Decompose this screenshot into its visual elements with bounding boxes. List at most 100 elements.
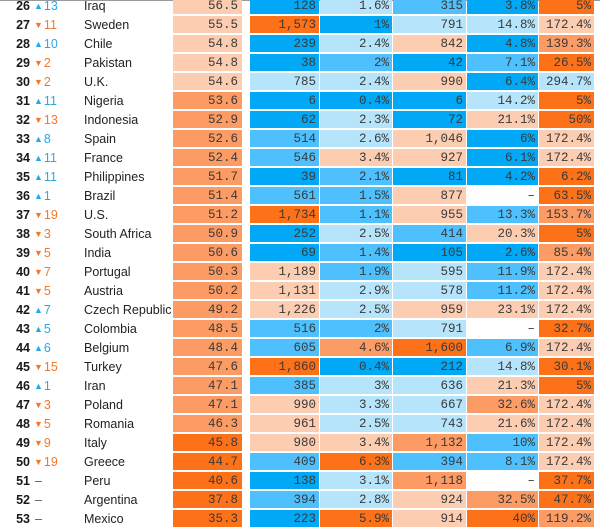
country-cell: Poland	[84, 398, 123, 412]
rank-change-cell: ▼5	[34, 415, 74, 434]
table-row[interactable]: 28 ▲10 Chile 54.8 239 2.4% 842 4.8% 139.…	[0, 35, 600, 54]
metric-3-cell: 842	[393, 35, 466, 53]
table-row[interactable]: 52 – Argentina 37.8 394 2.8% 924 32.5% 4…	[0, 491, 600, 510]
rank-change-cell: ▼13	[34, 111, 74, 130]
table-row[interactable]: 44 ▲6 Belgium 48.4 605 4.6% 1,600 6.9% 1…	[0, 339, 600, 358]
table-row[interactable]: 33 ▲8 Spain 52.6 514 2.6% 1,046 6% 172.4…	[0, 130, 600, 149]
metric-1-cell: 546	[250, 149, 319, 167]
country-cell: Belgium	[84, 341, 130, 355]
table-row[interactable]: 26 ▲13 Iraq 56.5 128 1.6% 315 3.8% 5%	[0, 0, 600, 16]
rank-cell: 38	[16, 227, 30, 241]
metric-3-cell: 743	[393, 415, 466, 433]
table-row[interactable]: 49 ▼9 Italy 45.8 980 3.4% 1,132 10% 172.…	[0, 434, 600, 453]
table-row[interactable]: 39 ▼5 India 50.6 69 1.4% 105 2.6% 85.4%	[0, 244, 600, 263]
metric-4-cell: –	[467, 472, 538, 490]
metric-5-cell: 172.4%	[539, 16, 594, 34]
rank-change-cell: ▲7	[34, 301, 74, 320]
table-row[interactable]: 41 ▼5 Austria 50.2 1,131 2.9% 578 11.2% …	[0, 282, 600, 301]
table-row[interactable]: 48 ▼5 Romania 46.3 961 2.5% 743 21.6% 17…	[0, 415, 600, 434]
metric-2-cell: 2.5%	[320, 415, 392, 433]
metric-5-cell: 172.4%	[539, 130, 594, 148]
table-row[interactable]: 27 ▼11 Sweden 55.5 1,573 1% 791 14.8% 17…	[0, 16, 600, 35]
metric-3-cell: 414	[393, 225, 466, 243]
score-cell: 40.6	[173, 472, 242, 490]
table-row[interactable]: 47 ▼3 Poland 47.1 990 3.3% 667 32.6% 172…	[0, 396, 600, 415]
metric-1-cell: 69	[250, 244, 319, 262]
rank-change-cell: ▲1	[34, 187, 74, 206]
country-cell: Portugal	[84, 265, 131, 279]
table-row[interactable]: 42 ▲7 Czech Republic 49.2 1,226 2.5% 959…	[0, 301, 600, 320]
table-row[interactable]: 43 ▲5 Colombia 48.5 516 2% 791 – 32.7%	[0, 320, 600, 339]
metric-5-cell: 172.4%	[539, 263, 594, 281]
table-row[interactable]: 35 ▲11 Philippines 51.7 39 2.1% 81 4.2% …	[0, 168, 600, 187]
arrow-down-icon: ▼	[34, 286, 43, 296]
rank-change-value: –	[35, 493, 42, 507]
rank-change-cell: ▼2	[34, 73, 74, 92]
arrow-up-icon: ▲	[34, 343, 43, 353]
table-row[interactable]: 40 ▼7 Portugal 50.3 1,189 1.9% 595 11.9%…	[0, 263, 600, 282]
score-cell: 49.2	[173, 301, 242, 319]
metric-2-cell: 5.9%	[320, 510, 392, 528]
metric-2-cell: 1.9%	[320, 263, 392, 281]
metric-3-cell: 315	[393, 0, 466, 15]
table-row[interactable]: 31 ▲11 Nigeria 53.6 6 0.4% 6 14.2% 5%	[0, 92, 600, 111]
rank-change-value: 19	[43, 208, 58, 222]
table-row[interactable]: 46 ▲1 Iran 47.1 385 3% 636 21.3% 5%	[0, 377, 600, 396]
rank-change-cell: ▼19	[34, 206, 74, 225]
table-row[interactable]: 37 ▼19 U.S. 51.2 1,734 1.1% 955 13.3% 15…	[0, 206, 600, 225]
metric-3-cell: 667	[393, 396, 466, 414]
score-cell: 46.3	[173, 415, 242, 433]
rank-change-value: 5	[43, 284, 51, 298]
score-cell: 50.6	[173, 244, 242, 262]
metric-1-cell: 385	[250, 377, 319, 395]
rank-cell: 33	[16, 132, 30, 146]
table-row[interactable]: 34 ▲11 France 52.4 546 3.4% 927 6.1% 172…	[0, 149, 600, 168]
metric-2-cell: 2.3%	[320, 111, 392, 129]
metric-1-cell: 223	[250, 510, 319, 528]
metric-1-cell: 239	[250, 35, 319, 53]
table-row[interactable]: 36 ▲1 Brazil 51.4 561 1.5% 877 – 63.5%	[0, 187, 600, 206]
metric-3-cell: 212	[393, 358, 466, 376]
rank-change-cell: ▼11	[34, 16, 74, 35]
metric-2-cell: 6.3%	[320, 453, 392, 471]
rank-change-value: 3	[43, 227, 51, 241]
metric-4-cell: 6.9%	[467, 339, 538, 357]
rank-cell: 45	[16, 360, 30, 374]
metric-3-cell: 990	[393, 73, 466, 91]
table-row[interactable]: 32 ▼13 Indonesia 52.9 62 2.3% 72 21.1% 5…	[0, 111, 600, 130]
metric-3-cell: 72	[393, 111, 466, 129]
table-row[interactable]: 30 ▼2 U.K. 54.6 785 2.4% 990 6.4% 294.7%	[0, 73, 600, 92]
rank-change-value: 7	[43, 303, 51, 317]
country-cell: Czech Republic	[84, 303, 172, 317]
country-cell: Spain	[84, 132, 116, 146]
table-row[interactable]: 50 ▼19 Greece 44.7 409 6.3% 394 8.1% 172…	[0, 453, 600, 472]
arrow-down-icon: ▼	[34, 20, 43, 30]
rank-cell: 37	[16, 208, 30, 222]
rank-change-cell: ▼5	[34, 244, 74, 263]
metric-3-cell: 81	[393, 168, 466, 186]
table-row[interactable]: 53 – Mexico 35.3 223 5.9% 914 40% 119.2%	[0, 510, 600, 529]
country-cell: Pakistan	[84, 56, 132, 70]
table-row[interactable]: 38 ▼3 South Africa 50.9 252 2.5% 414 20.…	[0, 225, 600, 244]
metric-2-cell: 1.4%	[320, 244, 392, 262]
table-row[interactable]: 29 ▼2 Pakistan 54.8 38 2% 42 7.1% 26.5%	[0, 54, 600, 73]
country-cell: Sweden	[84, 18, 130, 32]
arrow-up-icon: ▲	[34, 381, 43, 391]
country-cell: Argentina	[84, 493, 138, 507]
metric-2-cell: 2.9%	[320, 282, 392, 300]
score-cell: 51.4	[173, 187, 242, 205]
metric-5-cell: 172.4%	[539, 149, 594, 167]
rank-cell: 31	[16, 94, 30, 108]
metric-3-cell: 1,046	[393, 130, 466, 148]
metric-3-cell: 1,132	[393, 434, 466, 452]
table-row[interactable]: 51 – Peru 40.6 138 3.1% 1,118 – 37.7%	[0, 472, 600, 491]
table-row[interactable]: 45 ▼15 Turkey 47.6 1,860 0.4% 212 14.8% …	[0, 358, 600, 377]
score-cell: 47.1	[173, 377, 242, 395]
metric-1-cell: 409	[250, 453, 319, 471]
metric-4-cell: 4.8%	[467, 35, 538, 53]
country-cell: Iraq	[84, 0, 106, 13]
rank-change-value: –	[35, 474, 42, 488]
rank-cell: 28	[16, 37, 30, 51]
metric-4-cell: 13.3%	[467, 206, 538, 224]
metric-3-cell: 791	[393, 320, 466, 338]
